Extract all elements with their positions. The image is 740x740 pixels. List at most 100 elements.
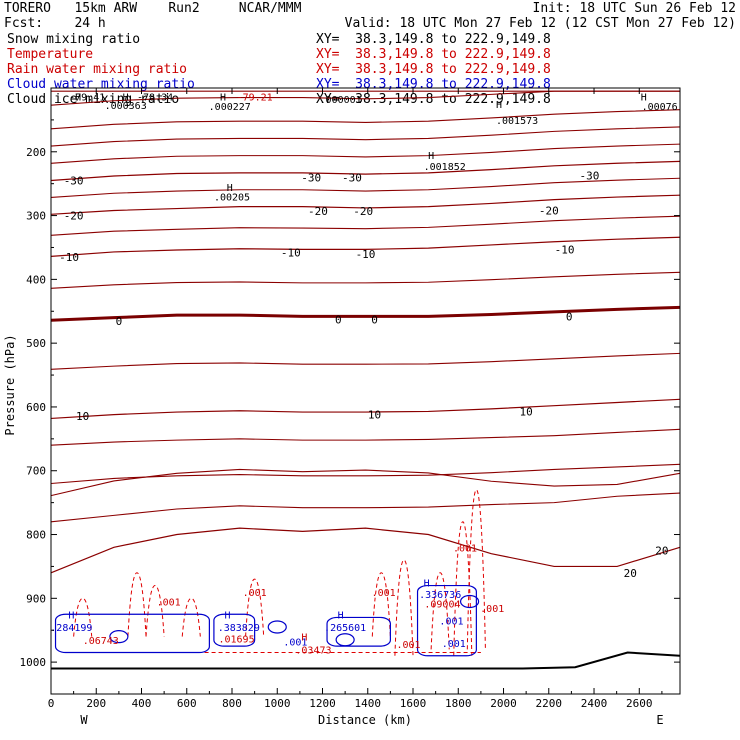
mixing-ratio-label: H xyxy=(68,610,74,621)
mixing-ratio-label: H xyxy=(424,578,430,589)
isotherm-label: 20 xyxy=(655,544,668,557)
isotherm-line xyxy=(50,398,681,420)
isotherm-label: 0 xyxy=(371,314,378,327)
x-tick-label: 1800 xyxy=(445,697,472,710)
mixing-ratio-label: .001573 xyxy=(496,116,538,127)
isotherm-mid-line xyxy=(50,352,681,370)
field-snow-xy: XY= 38.3,149.8 to 222.9,149.8 xyxy=(316,32,551,47)
mixing-ratio-label: H xyxy=(220,92,226,103)
east-label: E xyxy=(656,713,663,727)
cloud-water-contour xyxy=(335,633,355,647)
x-axis-label: Distance (km) xyxy=(318,713,412,727)
isotherm-mid-line xyxy=(50,468,681,497)
mixing-ratio-label: H xyxy=(338,610,344,621)
field-cloud-ice-name: Cloud ice mixing ratio xyxy=(7,92,180,107)
y-tick-label: 1000 xyxy=(20,656,47,669)
field-temperature-xy: XY= 38.3,149.8 to 222.9,149.8 xyxy=(316,47,551,62)
mixing-ratio-label: H xyxy=(641,92,647,103)
mixing-ratio-label: H xyxy=(75,92,81,103)
isotherm-label: -10 xyxy=(555,243,575,256)
rain-water-contour xyxy=(181,597,201,637)
rain-water-contour xyxy=(430,572,450,650)
mixing-ratio-label: .001 xyxy=(439,617,463,628)
isotherm-label: -30 xyxy=(580,169,600,182)
isotherm-line xyxy=(50,236,681,258)
mixing-ratio-label: .001 xyxy=(283,638,307,649)
mixing-ratio-label: -78.34 xyxy=(137,92,173,103)
x-tick-label: 2000 xyxy=(490,697,517,710)
mixing-ratio-label: .09004 xyxy=(424,599,460,610)
y-tick-label: 200 xyxy=(26,146,46,159)
isotherm-line xyxy=(50,527,681,574)
cloud-layer xyxy=(54,489,486,657)
y-axis-label: Pressure (hPa) xyxy=(3,334,17,435)
x-tick-label: 1600 xyxy=(400,697,427,710)
mixing-ratio-label: .001 xyxy=(396,640,420,651)
isotherm-upper-line xyxy=(50,109,681,130)
isotherm-label: -10 xyxy=(356,248,376,261)
x-tick-label: 600 xyxy=(177,697,197,710)
field-cloud-ice-xy: XY= 38.3,149.8 to 222.9,149.8 xyxy=(316,92,551,107)
y-tick-label: 400 xyxy=(26,273,46,286)
x-tick-label: 1000 xyxy=(264,697,291,710)
isotherm-label: 0 xyxy=(566,310,573,323)
x-tick-label: 2600 xyxy=(626,697,653,710)
mixing-ratio-label: .284199 xyxy=(50,623,92,634)
isotherm-label: 0 xyxy=(116,315,123,328)
mixing-ratio-label: .000363 xyxy=(105,101,147,112)
field-snow-name: Snow mixing ratio xyxy=(7,32,141,47)
isotherm-upper-line xyxy=(50,126,681,147)
rain-water-contour xyxy=(245,578,265,637)
isotherm-label: 0 xyxy=(335,314,342,327)
cloud-water-contour xyxy=(459,594,480,609)
mixing-ratio-label: H xyxy=(224,610,230,621)
isotherm-label: -30 xyxy=(301,171,321,184)
field-rain-xy: XY= 38.3,149.8 to 222.9,149.8 xyxy=(316,62,551,77)
isotherm-lower-line xyxy=(50,428,681,446)
rain-water-contour xyxy=(453,521,473,656)
mixing-ratio-label: H xyxy=(496,100,502,111)
mixing-ratio-label: .00076 xyxy=(642,102,678,113)
terrain-layer xyxy=(51,651,681,670)
mixing-ratio-label: .265601 xyxy=(324,623,366,634)
isotherm-label: 10 xyxy=(520,405,533,418)
mixing-ratio-label: .06743 xyxy=(83,636,119,647)
isotherm-label: -20 xyxy=(539,204,559,217)
mixing-ratio-label: .01695 xyxy=(218,635,254,646)
x-tick-label: 200 xyxy=(86,697,106,710)
mixing-ratio-label: H xyxy=(301,633,307,644)
mixing-ratio-label: .03473 xyxy=(295,645,331,656)
isotherm-label: -30 xyxy=(64,174,84,187)
y-tick-label: 500 xyxy=(26,337,46,350)
isotherm-label: 10 xyxy=(368,409,381,422)
forecast-hour: Fcst: 24 h xyxy=(4,16,106,31)
x-tick-label: 1200 xyxy=(309,697,336,710)
mixing-ratio-label: H xyxy=(428,151,434,162)
cloud-water-contour xyxy=(267,620,287,634)
mixing-ratio-label: H xyxy=(123,92,129,103)
mixing-ratio-label: .00205 xyxy=(214,192,250,203)
isotherm-label: -20 xyxy=(64,210,84,223)
init-time: Init: 18 UTC Sun 26 Feb 12 xyxy=(532,1,737,16)
axes-layer: 0 200 400 600 800 1000 1200 1400 1600 1800 2000 220… xyxy=(20,87,681,710)
x-tick-label: 1400 xyxy=(355,697,382,710)
isotherm-line xyxy=(50,194,681,215)
rain-water-contour xyxy=(127,572,147,637)
mixing-ratio-label: .001 xyxy=(442,639,466,650)
isotherm-line xyxy=(50,305,681,322)
mixing-ratio-label: .336736 xyxy=(419,590,461,601)
isotherm-mid-line xyxy=(50,177,681,198)
mixing-ratio-label: .001 xyxy=(453,543,477,554)
field-temperature-name: Temperature xyxy=(7,47,94,62)
isotherm-lower-line xyxy=(50,492,681,523)
mixing-ratio-label: .000001 xyxy=(320,95,362,106)
y-tick-label: 900 xyxy=(26,592,46,605)
x-tick-label: 0 xyxy=(48,697,55,710)
mixing-ratio-label: .001 xyxy=(157,598,181,609)
cloud-water-contour xyxy=(416,584,477,657)
mixing-ratio-label: .001 xyxy=(243,588,267,599)
mixing-ratio-label: -79.21 xyxy=(237,92,273,103)
isotherm-upper-line xyxy=(50,143,681,164)
mixing-ratio-label: H xyxy=(227,183,233,194)
